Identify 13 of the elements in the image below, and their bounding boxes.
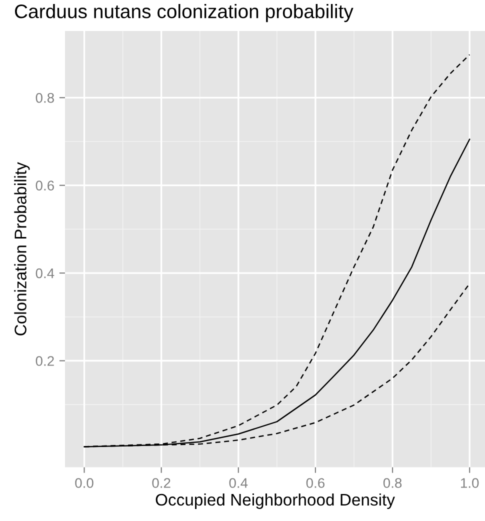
chart-title: Carduus nutans colonization probability xyxy=(14,4,354,22)
x-tick-label: 0.0 xyxy=(75,478,94,488)
x-axis-title: Occupied Neighborhood Density xyxy=(156,493,395,509)
y-tick-label: 0.2 xyxy=(36,356,54,366)
x-tick-label: 0.4 xyxy=(229,478,248,488)
y-tick-label: 0.8 xyxy=(36,92,54,103)
x-tick-label: 1.0 xyxy=(460,478,479,488)
x-tick-label: 0.6 xyxy=(306,478,325,488)
y-axis-title: Colonization Probability xyxy=(14,162,30,336)
y-tick-label: 0.4 xyxy=(36,268,54,278)
x-tick-label: 0.8 xyxy=(383,478,402,488)
x-tick-label: 0.2 xyxy=(152,478,170,488)
y-tick-label: 0.6 xyxy=(36,180,54,191)
